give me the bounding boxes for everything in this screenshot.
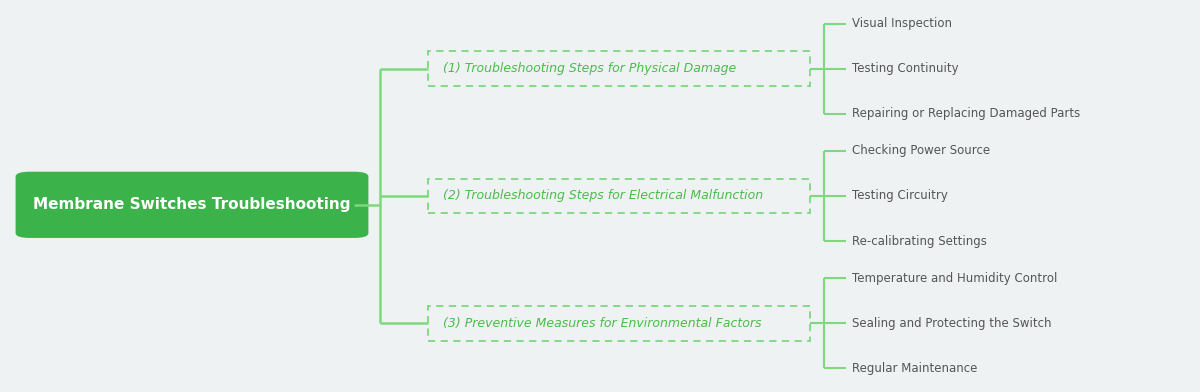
Text: Testing Continuity: Testing Continuity bbox=[852, 62, 959, 75]
Text: Membrane Switches Troubleshooting: Membrane Switches Troubleshooting bbox=[34, 197, 350, 212]
Text: Temperature and Humidity Control: Temperature and Humidity Control bbox=[852, 272, 1057, 285]
Text: (1) Troubleshooting Steps for Physical Damage: (1) Troubleshooting Steps for Physical D… bbox=[443, 62, 736, 75]
Text: Checking Power Source: Checking Power Source bbox=[852, 144, 990, 158]
Text: Testing Circuitry: Testing Circuitry bbox=[852, 189, 948, 203]
Text: Regular Maintenance: Regular Maintenance bbox=[852, 362, 977, 375]
Text: Visual Inspection: Visual Inspection bbox=[852, 17, 952, 30]
FancyBboxPatch shape bbox=[16, 172, 368, 238]
Text: (2) Troubleshooting Steps for Electrical Malfunction: (2) Troubleshooting Steps for Electrical… bbox=[443, 189, 763, 203]
Text: Re-calibrating Settings: Re-calibrating Settings bbox=[852, 234, 986, 248]
Text: (3) Preventive Measures for Environmental Factors: (3) Preventive Measures for Environmenta… bbox=[443, 317, 761, 330]
Text: Repairing or Replacing Damaged Parts: Repairing or Replacing Damaged Parts bbox=[852, 107, 1080, 120]
Text: Sealing and Protecting the Switch: Sealing and Protecting the Switch bbox=[852, 317, 1051, 330]
